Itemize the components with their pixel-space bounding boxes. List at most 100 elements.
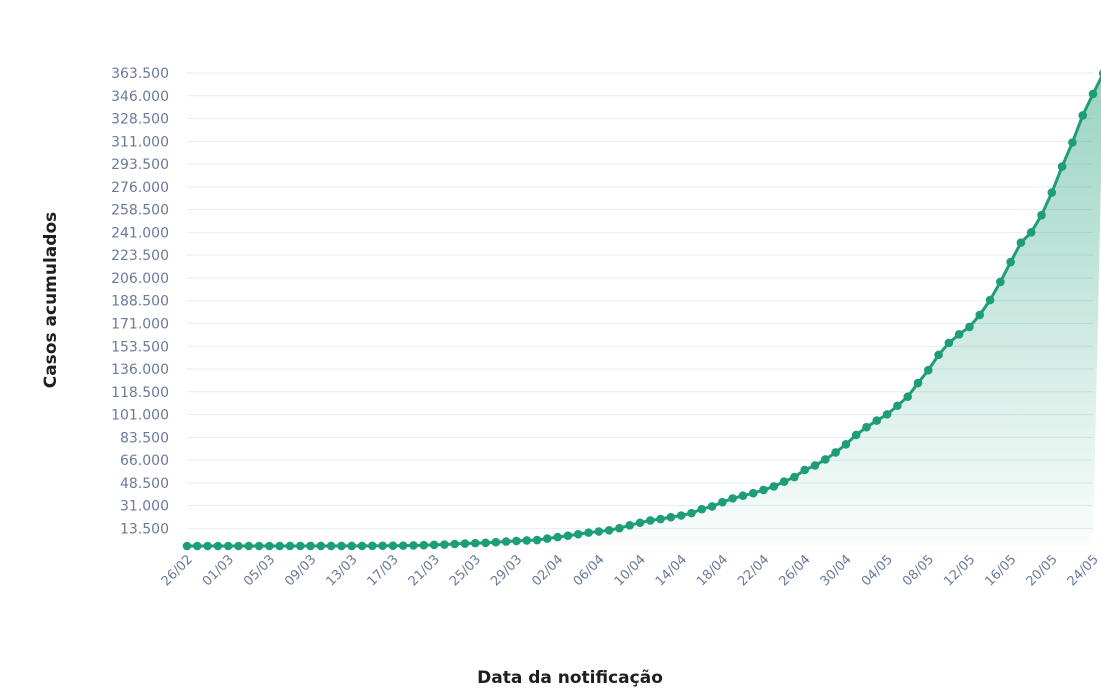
y-tick-label: 13.500 bbox=[120, 521, 169, 537]
data-point bbox=[429, 540, 439, 550]
data-point bbox=[831, 448, 840, 457]
x-tick-label: 06/04 bbox=[571, 552, 608, 589]
data-point bbox=[872, 416, 882, 425]
y-tick-label: 171.000 bbox=[111, 316, 169, 332]
data-point bbox=[512, 536, 521, 546]
y-tick-label: 118.500 bbox=[111, 385, 169, 401]
y-tick-label: 136.000 bbox=[111, 362, 169, 378]
data-point bbox=[800, 465, 810, 475]
y-tick-label: 31.000 bbox=[120, 499, 169, 515]
y-tick-label: 101.000 bbox=[111, 408, 169, 424]
x-tick-label: 17/03 bbox=[365, 552, 402, 589]
data-point bbox=[553, 532, 562, 542]
x-tick-label: 12/05 bbox=[941, 552, 978, 589]
data-point bbox=[645, 516, 655, 525]
data-point bbox=[759, 485, 768, 495]
x-tick-label: 30/04 bbox=[818, 552, 855, 589]
data-point bbox=[234, 541, 243, 551]
data-point bbox=[934, 350, 943, 360]
data-point bbox=[996, 277, 1005, 287]
data-point bbox=[985, 295, 995, 305]
y-tick-label: 363.500 bbox=[111, 66, 169, 82]
data-point bbox=[841, 439, 851, 449]
data-point bbox=[975, 310, 985, 320]
x-tick-label: 09/03 bbox=[282, 552, 319, 589]
data-point bbox=[903, 392, 912, 402]
x-tick-label: 01/03 bbox=[200, 552, 237, 589]
data-point bbox=[306, 541, 315, 551]
data-point bbox=[584, 528, 593, 537]
data-point bbox=[635, 518, 645, 528]
gridlines bbox=[187, 72, 1093, 529]
data-point bbox=[326, 541, 336, 551]
data-point bbox=[573, 529, 583, 539]
x-tick-label: 08/05 bbox=[900, 552, 937, 589]
data-point bbox=[295, 541, 305, 551]
data-point bbox=[676, 511, 686, 520]
y-axis-ticks: 13.500 31.000 48.500 66.000 83.500 101.000 118… bbox=[111, 66, 169, 537]
data-point bbox=[954, 329, 964, 339]
y-axis-title: Casos acumulados bbox=[41, 212, 61, 389]
x-tick-label: 16/05 bbox=[982, 552, 1019, 589]
data-point bbox=[337, 541, 346, 551]
x-axis-title: Data da notificação bbox=[477, 668, 663, 688]
x-tick-label: 18/04 bbox=[694, 552, 731, 589]
y-tick-label: 48.500 bbox=[120, 476, 169, 492]
data-point bbox=[1068, 138, 1077, 147]
data-point bbox=[625, 520, 635, 530]
data-point bbox=[481, 538, 490, 548]
x-tick-label: 26/02 bbox=[159, 552, 196, 589]
data-point bbox=[522, 536, 532, 545]
data-point bbox=[203, 541, 212, 551]
data-point bbox=[440, 540, 449, 549]
data-point bbox=[388, 541, 398, 550]
data-point bbox=[378, 541, 387, 551]
y-tick-label: 328.500 bbox=[111, 112, 169, 128]
data-point bbox=[275, 541, 284, 551]
data-point bbox=[893, 401, 902, 411]
data-point bbox=[1098, 69, 1101, 78]
y-tick-label: 153.500 bbox=[111, 339, 169, 355]
data-point bbox=[543, 534, 552, 543]
data-point bbox=[368, 541, 377, 551]
data-point bbox=[501, 537, 511, 546]
x-tick-label: 26/04 bbox=[776, 552, 813, 589]
data-point bbox=[718, 497, 727, 507]
data-point bbox=[316, 541, 326, 551]
data-point bbox=[604, 526, 614, 535]
data-point bbox=[656, 514, 665, 524]
data-point bbox=[821, 455, 830, 464]
y-tick-label: 276.000 bbox=[111, 180, 169, 196]
data-point bbox=[1088, 89, 1098, 99]
x-tick-label: 13/03 bbox=[323, 552, 360, 589]
y-tick-label: 223.500 bbox=[111, 248, 169, 264]
data-point bbox=[851, 430, 861, 440]
data-point bbox=[409, 541, 418, 550]
y-tick-label: 66.000 bbox=[120, 453, 169, 469]
data-point bbox=[1026, 227, 1036, 237]
y-tick-label: 206.000 bbox=[111, 271, 169, 287]
data-point bbox=[398, 541, 408, 550]
data-point bbox=[254, 541, 264, 551]
data-points bbox=[182, 69, 1101, 551]
x-tick-label: 04/05 bbox=[859, 552, 896, 589]
x-tick-label: 25/03 bbox=[447, 552, 484, 589]
data-point bbox=[1078, 111, 1088, 120]
data-point bbox=[450, 539, 459, 549]
x-tick-label: 21/03 bbox=[406, 552, 443, 589]
data-point bbox=[419, 540, 429, 550]
data-point bbox=[615, 523, 624, 533]
data-point bbox=[666, 512, 676, 522]
data-point bbox=[862, 422, 871, 432]
data-point bbox=[965, 322, 974, 332]
x-tick-label: 29/03 bbox=[488, 552, 525, 589]
data-point bbox=[192, 541, 202, 551]
y-tick-label: 83.500 bbox=[120, 430, 169, 446]
data-point bbox=[748, 488, 758, 498]
data-point bbox=[1006, 257, 1015, 267]
data-point bbox=[265, 541, 274, 551]
data-point bbox=[738, 491, 748, 501]
x-tick-label: 14/04 bbox=[653, 552, 690, 589]
data-point bbox=[728, 494, 737, 503]
x-tick-label: 05/03 bbox=[241, 552, 278, 589]
